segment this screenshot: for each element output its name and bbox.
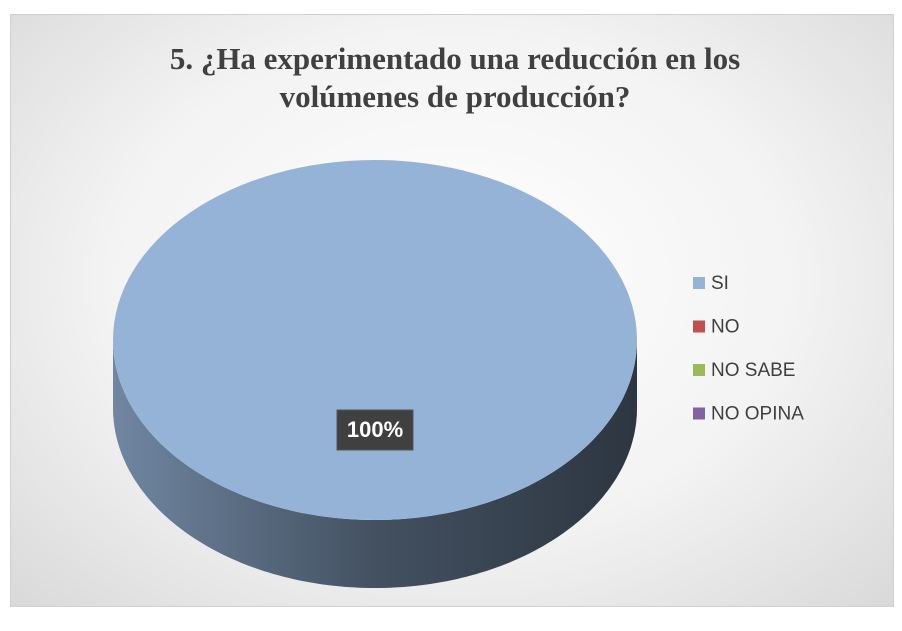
legend-swatch <box>693 407 705 420</box>
pie-side-shade <box>113 340 637 588</box>
legend-swatch <box>693 320 705 333</box>
legend-swatch <box>693 364 705 376</box>
legend-label: SI <box>711 273 729 294</box>
chart-title: 5. ¿Ha experimentado una reducción en lo… <box>169 41 741 114</box>
legend-label: NO <box>711 317 740 338</box>
legend-label: NO SABE <box>711 360 795 381</box>
legend-label: NO OPINA <box>711 404 804 425</box>
pie-slice <box>113 160 637 520</box>
legend-swatch <box>693 277 705 289</box>
data-label: 100% <box>347 417 403 442</box>
data-label-box <box>336 409 414 451</box>
